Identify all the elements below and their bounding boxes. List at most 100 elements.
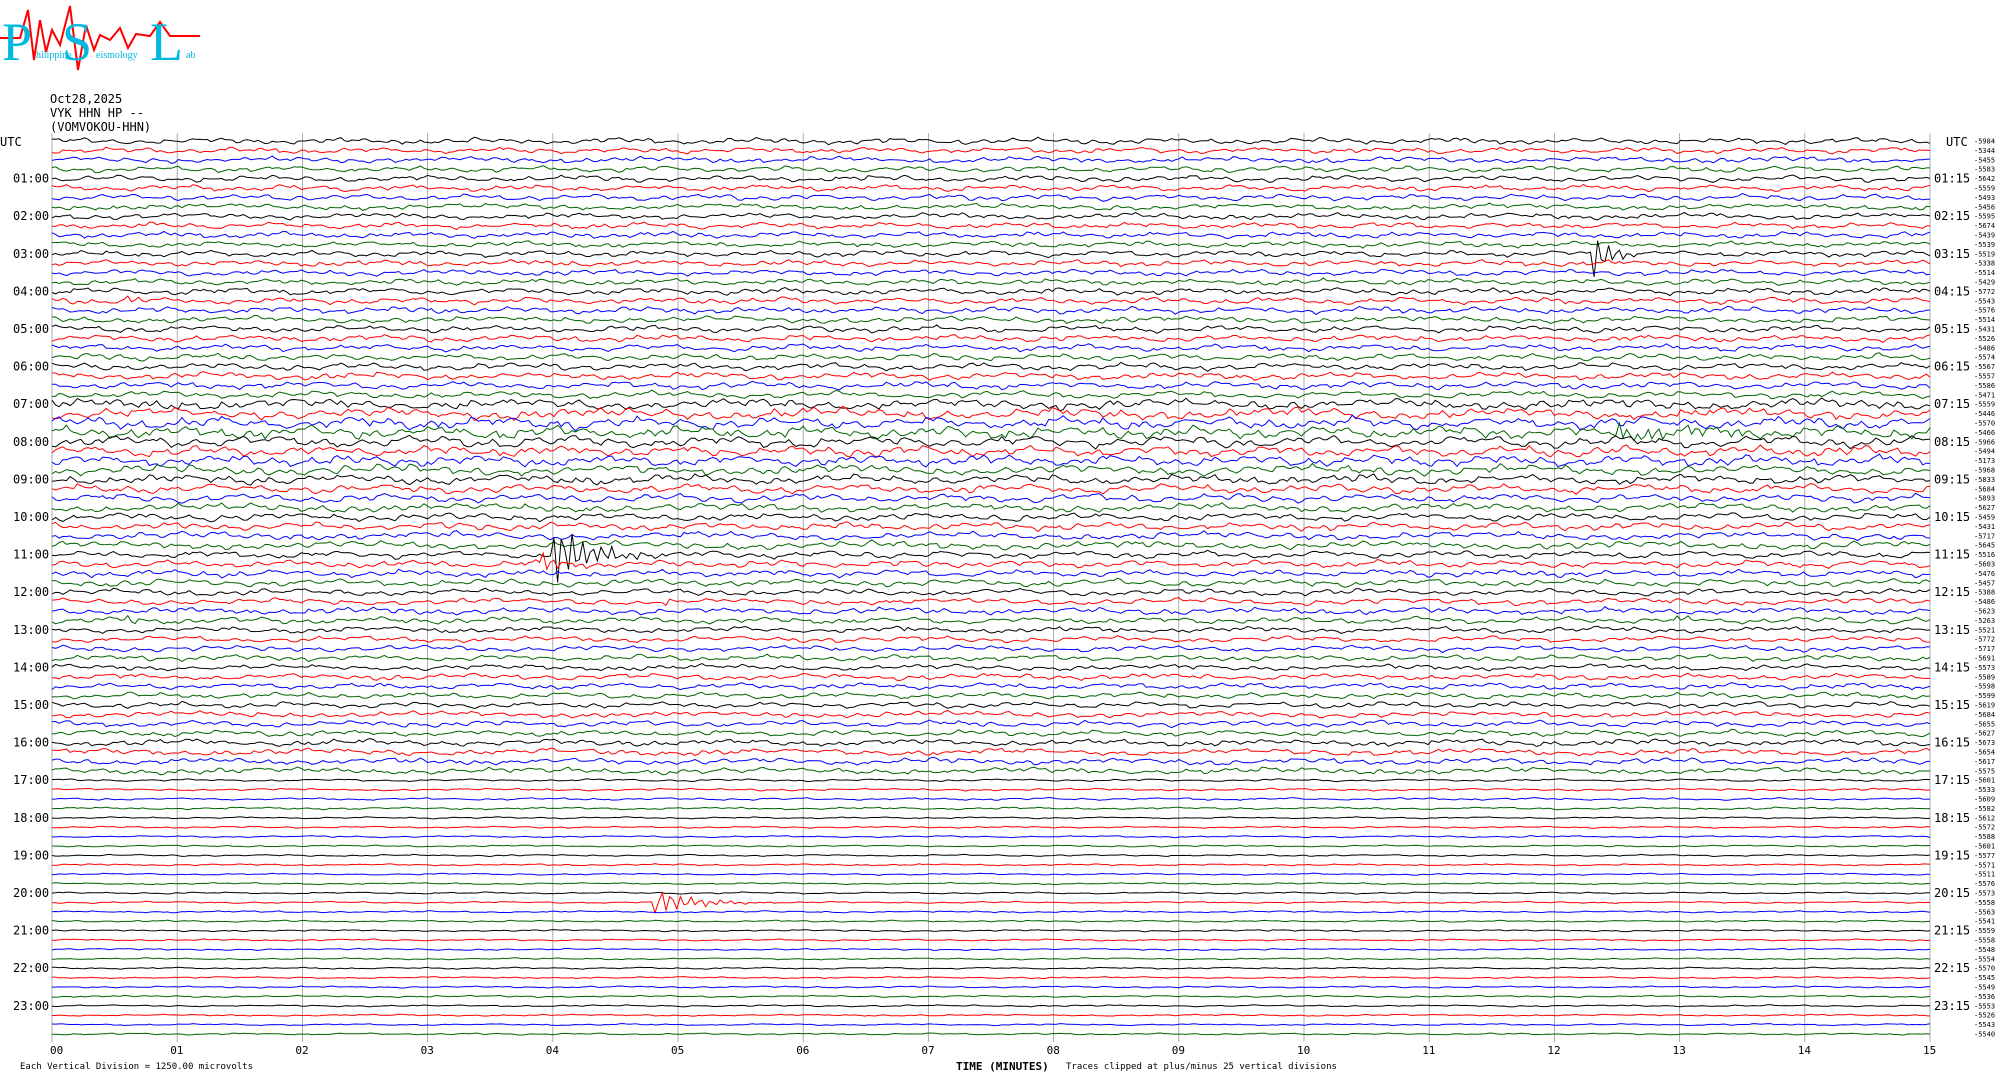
trace-offset-label: -5543 bbox=[1974, 1021, 1995, 1029]
trace-51 bbox=[51, 614, 1931, 625]
trace-93 bbox=[52, 1013, 1931, 1017]
trace-14 bbox=[51, 268, 1931, 277]
trace-78 bbox=[51, 872, 1930, 876]
trace-68 bbox=[51, 778, 1931, 783]
trace-37 bbox=[51, 483, 1931, 495]
trace-9 bbox=[51, 221, 1931, 231]
trace-69 bbox=[51, 787, 1931, 792]
trace-offset-label: -5684 bbox=[1974, 485, 1995, 493]
trace-90 bbox=[51, 985, 1931, 989]
x-tick-label: 03 bbox=[421, 1044, 434, 1057]
logo-word-1: hilippine bbox=[36, 50, 72, 61]
logo-word-3: ab bbox=[186, 50, 195, 61]
right-hour-label: 02:15 bbox=[1934, 209, 1970, 223]
trace-35 bbox=[51, 462, 1931, 477]
trace-offset-label: -5627 bbox=[1974, 504, 1995, 512]
footer-clip-note: Traces clipped at plus/minus 25 vertical… bbox=[1066, 1062, 1337, 1072]
footer-scale: Each Vertical Division = 1250.00 microvo… bbox=[20, 1062, 253, 1072]
x-axis-label: TIME (MINUTES) bbox=[956, 1060, 1049, 1073]
trace-offset-label: -5486 bbox=[1974, 598, 1995, 606]
trace-84 bbox=[51, 929, 1931, 933]
left-hour-label: 07:00 bbox=[13, 397, 49, 411]
x-tick-label: 14 bbox=[1798, 1044, 1812, 1057]
trace-offset-label: -5654 bbox=[1974, 749, 1995, 757]
left-hour-label: 08:00 bbox=[13, 435, 49, 449]
left-hour-label: 13:00 bbox=[13, 623, 49, 637]
trace-22 bbox=[51, 343, 1931, 353]
trace-47 bbox=[52, 577, 1931, 588]
right-hour-label: 14:15 bbox=[1934, 660, 1970, 674]
trace-43 bbox=[51, 539, 1931, 551]
right-hour-label: 21:15 bbox=[1934, 924, 1970, 938]
trace-45 bbox=[51, 551, 1931, 571]
trace-offset-label: -5984 bbox=[1974, 138, 1995, 146]
trace-3 bbox=[51, 165, 1930, 174]
left-axis-title: UTC bbox=[0, 135, 22, 149]
trace-offset-label: -5559 bbox=[1974, 927, 1995, 935]
trace-offset-label: -5456 bbox=[1974, 203, 1995, 211]
left-hour-label: 14:00 bbox=[13, 660, 49, 674]
header-date: Oct28,2025 bbox=[50, 92, 123, 106]
trace-59 bbox=[51, 691, 1931, 700]
trace-83 bbox=[51, 919, 1931, 923]
trace-offset-label: -5577 bbox=[1974, 852, 1995, 860]
trace-offset-label: -5617 bbox=[1974, 758, 1995, 766]
trace-offset-label: -5571 bbox=[1974, 861, 1995, 869]
trace-48 bbox=[51, 587, 1931, 597]
trace-30 bbox=[51, 414, 1931, 432]
trace-offset-label: -5601 bbox=[1974, 777, 1995, 785]
trace-70 bbox=[51, 796, 1931, 801]
trace-41 bbox=[51, 521, 1931, 533]
right-hour-label: 22:15 bbox=[1934, 961, 1970, 975]
minute-gridlines bbox=[51, 133, 1931, 1042]
x-tick-label: 08 bbox=[1047, 1044, 1060, 1057]
trace-76 bbox=[51, 853, 1931, 858]
trace-58 bbox=[51, 681, 1931, 691]
trace-offset-label: -5541 bbox=[1974, 918, 1995, 926]
trace-offset-label: -5263 bbox=[1974, 617, 1995, 625]
trace-21 bbox=[51, 334, 1931, 344]
logo-letter-s: S bbox=[62, 12, 92, 72]
trace-offset-label: -5572 bbox=[1974, 824, 1995, 832]
trace-67 bbox=[51, 766, 1930, 776]
left-hour-label: 01:00 bbox=[13, 172, 49, 186]
trace-16 bbox=[51, 286, 1931, 297]
trace-26 bbox=[51, 380, 1931, 391]
trace-86 bbox=[51, 947, 1931, 952]
trace-56 bbox=[51, 663, 1931, 672]
trace-offset-label: -5344 bbox=[1974, 147, 1995, 155]
logo-letter-l: L bbox=[150, 12, 183, 72]
right-hour-label: 19:15 bbox=[1934, 848, 1970, 862]
right-hour-label: 01:15 bbox=[1934, 172, 1970, 186]
trace-79 bbox=[51, 881, 1931, 886]
trace-39 bbox=[51, 502, 1931, 513]
x-tick-label: 13 bbox=[1673, 1044, 1686, 1057]
trace-offset-label: -5557 bbox=[1974, 373, 1995, 381]
left-hour-label: 17:00 bbox=[13, 773, 49, 787]
trace-offset-label: -5173 bbox=[1974, 457, 1995, 465]
x-tick-label: 10 bbox=[1297, 1044, 1310, 1057]
trace-offset-label: -5459 bbox=[1974, 514, 1995, 522]
trace-offset-label: -5966 bbox=[1974, 438, 1995, 446]
trace-34 bbox=[51, 453, 1931, 468]
trace-offset-label: -5642 bbox=[1974, 175, 1995, 183]
trace-offset-label: -5603 bbox=[1974, 561, 1995, 569]
trace-25 bbox=[51, 371, 1931, 381]
left-hour-label: 18:00 bbox=[13, 811, 49, 825]
trace-71 bbox=[51, 806, 1931, 811]
trace-offset-label: -5536 bbox=[1974, 993, 1995, 1001]
trace-offset-label: -5586 bbox=[1974, 382, 1995, 390]
left-hour-label: 21:00 bbox=[13, 924, 49, 938]
trace-offset-label: -5514 bbox=[1974, 316, 1995, 324]
x-tick-label: 05 bbox=[671, 1044, 684, 1057]
trace-offset-label: -5609 bbox=[1974, 796, 1995, 804]
x-tick-label: 00 bbox=[50, 1044, 63, 1057]
trace-36 bbox=[51, 473, 1931, 486]
trace-4 bbox=[51, 174, 1931, 183]
right-hour-label: 18:15 bbox=[1934, 811, 1970, 825]
logo-letter-p: P bbox=[2, 12, 32, 72]
trace-offset-label: -5457 bbox=[1974, 579, 1995, 587]
left-hour-label: 12:00 bbox=[13, 585, 49, 599]
trace-offset-label: -5431 bbox=[1974, 326, 1995, 334]
trace-offset-label: -5553 bbox=[1974, 1002, 1995, 1010]
